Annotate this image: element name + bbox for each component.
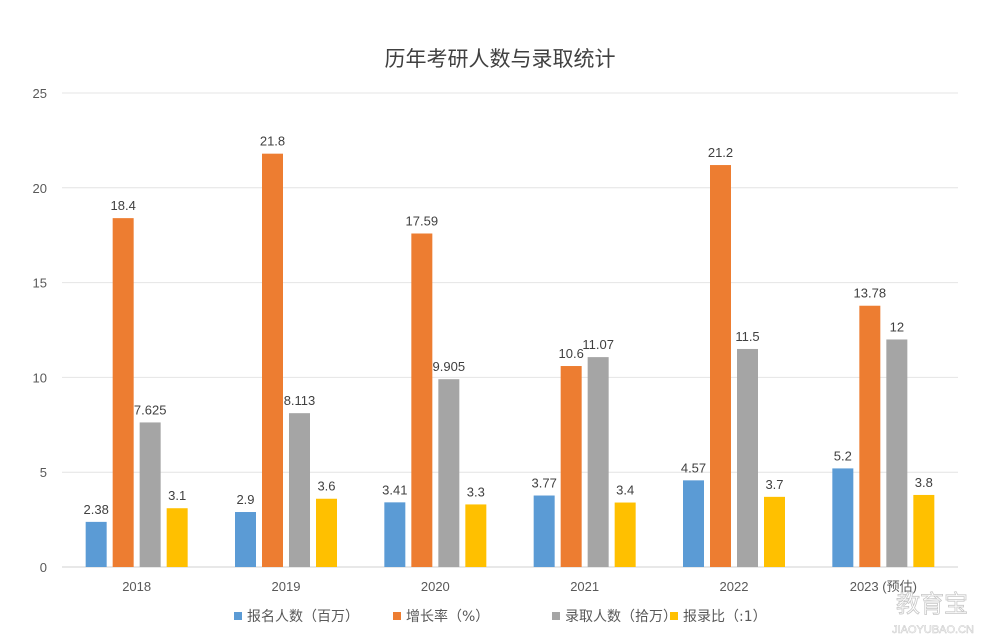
legend-label: 增长率（%） — [406, 608, 489, 625]
bar — [764, 496, 785, 567]
data-label: 2.38 — [84, 502, 109, 517]
x-tick-label: 2022 — [720, 579, 749, 594]
bar — [411, 233, 433, 568]
data-label: 7.625 — [134, 402, 167, 417]
bar — [139, 422, 161, 567]
watermark: 教育宝 JIAOYUBAO.CN — [892, 591, 974, 637]
y-axis: 0 5 10 15 20 25 — [33, 86, 47, 575]
bars: 2.38 18.4 7.625 3.1 2.9 21.8 8.113 3.6 3.41 17.59… — [84, 134, 935, 568]
data-label: 18.4 — [111, 198, 136, 213]
data-label: 4.57 — [681, 460, 706, 475]
x-tick-label: 2020 — [421, 579, 450, 594]
bar — [289, 413, 310, 567]
x-axis: 2018 2019 2020 2021 2022 2023 (预估) — [122, 579, 917, 594]
gridlines — [62, 92, 958, 568]
bar — [614, 502, 636, 567]
x-tick-label: 2019 — [272, 579, 301, 594]
data-label: 12 — [890, 319, 904, 334]
bar — [85, 521, 107, 567]
legend-label: 报录比（:1） — [683, 609, 767, 625]
data-label: 3.7 — [765, 477, 783, 492]
data-label: 3.41 — [382, 482, 407, 497]
x-tick-label: 2021 — [570, 579, 599, 594]
data-label: 3.4 — [616, 483, 634, 498]
y-tick-label: 5 — [40, 465, 47, 480]
bar — [438, 379, 460, 567]
bar — [587, 357, 609, 567]
bar — [384, 502, 406, 567]
legend-label: 录取人数（拾万） — [565, 609, 677, 625]
watermark-logo: 教育宝 — [896, 591, 968, 618]
y-tick-label: 0 — [40, 560, 47, 575]
bar — [859, 305, 881, 567]
bar — [262, 153, 283, 567]
data-label: 11.07 — [582, 337, 614, 352]
data-label: 17.59 — [406, 213, 439, 228]
legend: 报名人数（百万） 增长率（%） 录取人数（拾万） 报录比（:1） — [234, 608, 767, 625]
data-label: 9.905 — [433, 359, 466, 374]
chart-title: 历年考研人数与录取统计 — [385, 47, 616, 71]
y-tick-label: 25 — [33, 86, 47, 101]
bar — [913, 494, 935, 567]
bar — [832, 468, 854, 567]
legend-label: 报名人数（百万） — [247, 609, 359, 625]
data-label: 3.77 — [532, 476, 557, 491]
legend-swatch — [234, 612, 242, 620]
bar — [683, 480, 704, 567]
data-label: 8.113 — [284, 393, 316, 408]
bar — [737, 348, 758, 567]
data-label: 5.2 — [834, 448, 852, 463]
bar — [112, 218, 134, 568]
data-label: 10.6 — [559, 346, 584, 361]
y-tick-label: 10 — [33, 370, 47, 385]
bar — [533, 495, 555, 567]
data-label: 3.6 — [317, 479, 335, 494]
data-label: 13.78 — [854, 286, 887, 301]
bar — [560, 366, 582, 567]
data-label: 2.9 — [236, 492, 254, 507]
data-label: 21.2 — [708, 145, 733, 160]
legend-swatch — [552, 612, 560, 620]
data-label: 21.8 — [260, 134, 285, 149]
x-tick-label: 2023 (预估) — [850, 579, 917, 594]
y-tick-label: 20 — [33, 181, 47, 196]
bar — [465, 504, 487, 567]
y-tick-label: 15 — [33, 276, 47, 291]
data-label: 3.1 — [168, 488, 186, 503]
data-label: 3.8 — [915, 475, 933, 490]
x-tick-label: 2018 — [122, 579, 151, 594]
legend-swatch — [670, 612, 678, 620]
legend-swatch — [393, 612, 401, 620]
bar — [710, 165, 731, 567]
bar — [166, 508, 188, 567]
data-label: 11.5 — [735, 329, 759, 344]
watermark-url: JIAOYUBAO.CN — [892, 624, 974, 636]
bar — [235, 512, 256, 567]
bar — [886, 339, 908, 567]
data-label: 3.3 — [467, 484, 485, 499]
bar — [316, 498, 337, 567]
